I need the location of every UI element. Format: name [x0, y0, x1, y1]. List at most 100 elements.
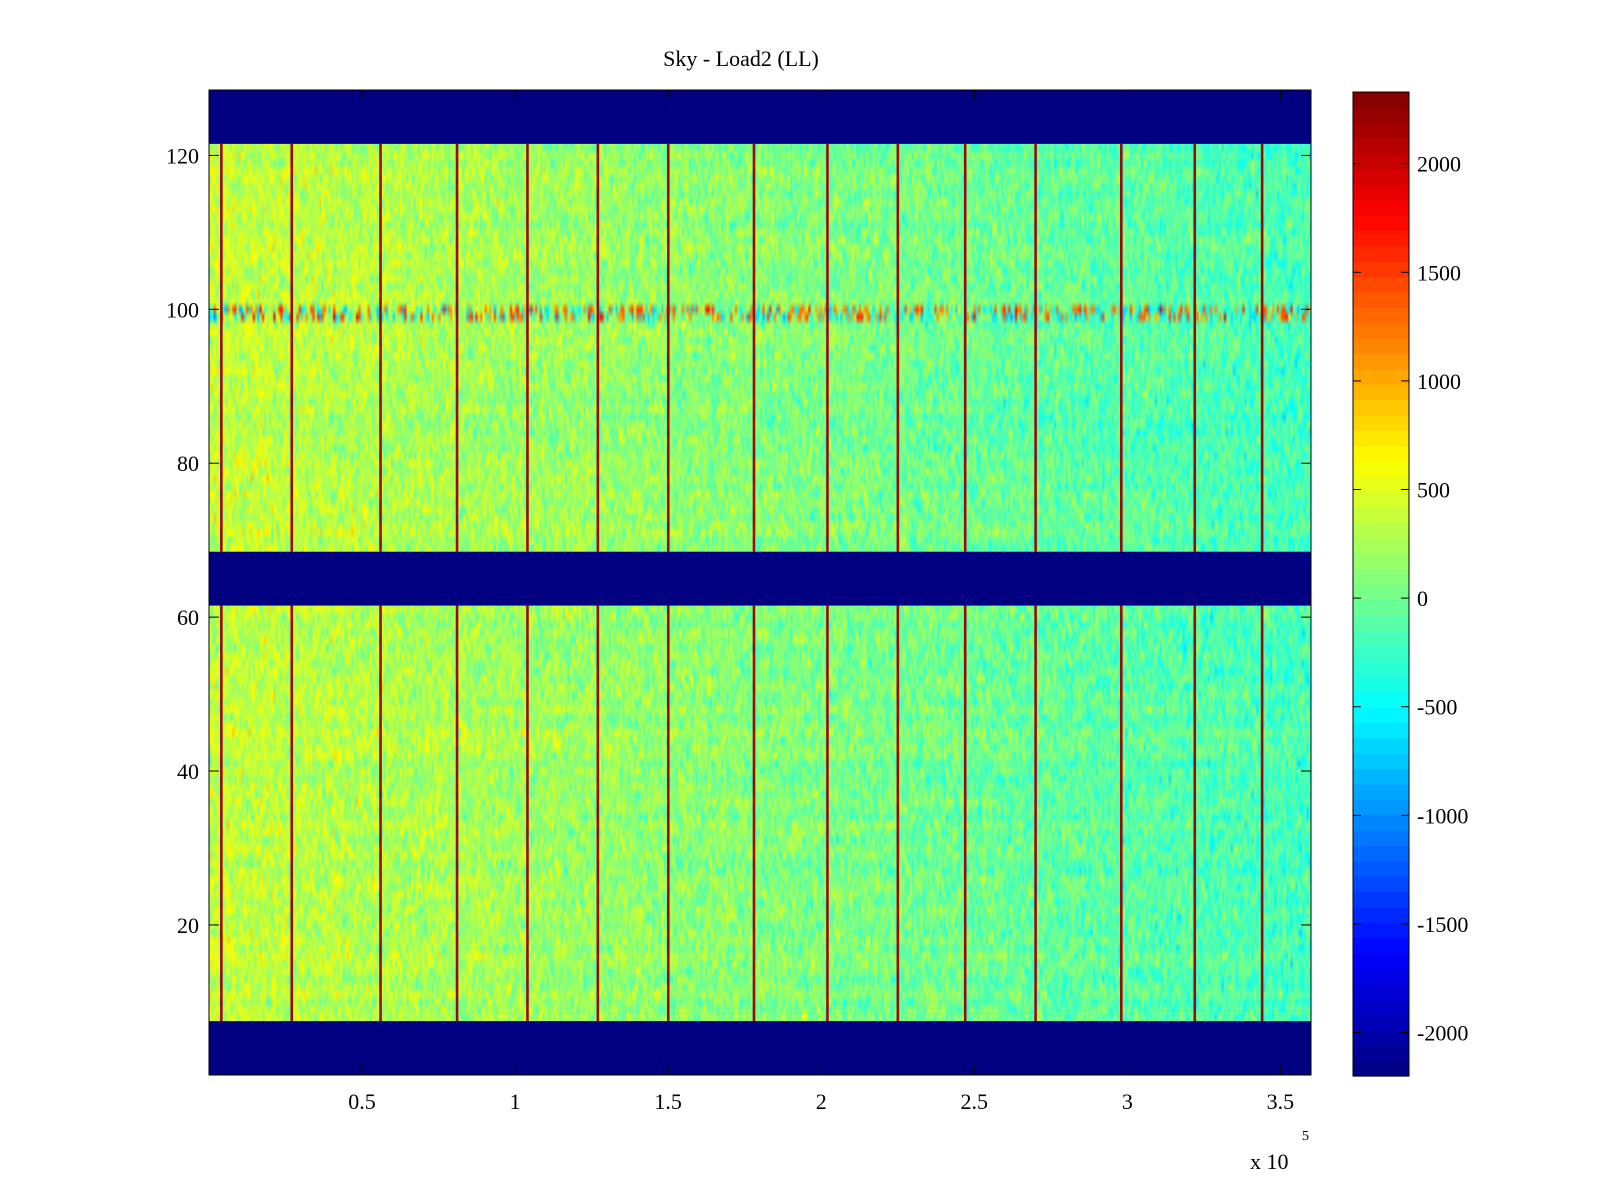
colorbar-swatch-7 — [1353, 953, 1409, 969]
spike-column-7-band-0 — [752, 605, 756, 1022]
colorbar-swatch-57 — [1353, 184, 1409, 201]
y-tick-label-5: 120 — [166, 143, 199, 168]
colorbar-swatch-30 — [1353, 599, 1409, 616]
colorbar-tick-label-6: -1000 — [1417, 803, 1468, 828]
spike-column-10-band-0 — [963, 605, 967, 1022]
x-axis-multiplier: x 10 — [1250, 1149, 1289, 1174]
spike-column-4-band-0 — [526, 605, 529, 1022]
colorbar-swatch-19 — [1353, 768, 1409, 785]
colorbar-swatch-60 — [1353, 138, 1409, 155]
colorbar-swatch-61 — [1353, 122, 1409, 139]
colorbar-tick-label-8: -2000 — [1417, 1021, 1468, 1046]
spike-column-2-band-0 — [379, 605, 382, 1022]
x-tick-label-3: 2 — [816, 1089, 827, 1114]
spike-column-1-band-0 — [290, 605, 294, 1022]
colorbar-swatch-52 — [1353, 261, 1409, 278]
colorbar-swatch-9 — [1353, 922, 1409, 939]
spike-column-0-band-1 — [220, 143, 223, 552]
colorbar-swatch-14 — [1353, 845, 1409, 862]
colorbar-swatch-41 — [1353, 430, 1409, 447]
colorbar-swatch-29 — [1353, 614, 1409, 631]
colorbar-swatch-20 — [1353, 753, 1409, 770]
colorbar-swatch-56 — [1353, 199, 1409, 216]
chart-title: Sky - Load2 (LL) — [663, 46, 819, 71]
spike-column-0-band-0 — [220, 605, 223, 1022]
colorbar-swatch-21 — [1353, 737, 1409, 754]
colorbar-swatch-11 — [1353, 891, 1409, 908]
spike-column-8-band-0 — [826, 605, 829, 1022]
colorbar-swatch-35 — [1353, 522, 1409, 539]
spike-columns — [220, 143, 1264, 1022]
spike-column-9-band-0 — [896, 605, 900, 1022]
spike-column-6-band-0 — [666, 605, 670, 1022]
colorbar-swatch-53 — [1353, 245, 1409, 262]
colorbar-swatch-51 — [1353, 276, 1409, 293]
colorbar-swatch-17 — [1353, 799, 1409, 816]
colorbar-swatch-22 — [1353, 722, 1409, 739]
colorbar-swatch-32 — [1353, 568, 1409, 585]
colorbar-swatch-33 — [1353, 553, 1409, 570]
x-tick-label-6: 3.5 — [1267, 1089, 1295, 1114]
spike-column-5-band-0 — [596, 605, 600, 1022]
colorbar-swatch-16 — [1353, 814, 1409, 831]
spike-column-1-band-1 — [290, 143, 294, 552]
colorbar-swatch-50 — [1353, 291, 1409, 308]
masked-band-1 — [209, 551, 1311, 606]
x-axis-multiplier-exponent: 5 — [1302, 1129, 1309, 1144]
colorbar-ticks: 2000 1500 1000 500 0 -500 -1000 -1500 -2000 — [1353, 152, 1468, 1046]
x-axis-ticks: 0.5 1 1.5 2 2.5 3 3.5 — [348, 90, 1294, 1114]
spike-column-3-band-0 — [455, 605, 459, 1022]
spike-column-7-band-1 — [752, 143, 756, 552]
masked-band-0 — [209, 1021, 1311, 1075]
colorbar-tick-label-5: -500 — [1417, 695, 1457, 720]
x-tick-label-1: 1 — [510, 1089, 521, 1114]
y-tick-label-3: 80 — [177, 451, 199, 476]
masked-band-2 — [209, 90, 1311, 144]
y-axis-ticks: 20 40 60 80 100 120 — [166, 143, 1311, 938]
colorbar-swatch-5 — [1353, 983, 1409, 1000]
colorbar-tick-label-4: 0 — [1417, 586, 1428, 611]
spike-column-2-band-1 — [379, 143, 382, 552]
colorbar-tick-label-0: 2000 — [1417, 152, 1461, 177]
colorbar-swatch-59 — [1353, 153, 1409, 170]
spike-column-11-band-1 — [1034, 143, 1037, 552]
colorbar-swatch-8 — [1353, 937, 1409, 954]
spike-column-5-band-1 — [596, 143, 600, 552]
spike-column-12-band-1 — [1120, 143, 1123, 552]
colorbar-swatch-40 — [1353, 445, 1409, 462]
plot-frame — [208, 89, 1312, 1076]
spike-column-12-band-0 — [1120, 605, 1123, 1022]
colorbar-tick-label-3: 500 — [1417, 478, 1450, 503]
colorbar-swatch-0 — [1353, 1060, 1409, 1077]
spike-column-13-band-0 — [1193, 605, 1197, 1022]
colorbar-swatch-62 — [1353, 107, 1409, 124]
spike-column-13-band-1 — [1193, 143, 1197, 552]
x-tick-label-2: 1.5 — [654, 1089, 682, 1114]
colorbar-frame — [1352, 91, 1410, 1077]
colorbar-swatch-24 — [1353, 691, 1409, 708]
colorbar-swatch-58 — [1353, 168, 1409, 185]
colorbar-swatch-38 — [1353, 476, 1409, 493]
colorbar-swatch-36 — [1353, 507, 1409, 524]
colorbar-swatch-55 — [1353, 215, 1409, 231]
colorbar-swatch-4 — [1353, 999, 1409, 1016]
colorbar-swatch-46 — [1353, 353, 1409, 370]
x-tick-label-4: 2.5 — [961, 1089, 989, 1114]
colorbar-swatch-45 — [1353, 368, 1409, 385]
spike-column-3-band-1 — [455, 143, 459, 552]
colorbar-swatch-49 — [1353, 307, 1409, 324]
colorbar-swatch-34 — [1353, 537, 1409, 554]
colorbar-swatch-27 — [1353, 645, 1409, 662]
y-tick-label-0: 20 — [177, 913, 199, 938]
x-tick-label-0: 0.5 — [348, 1089, 376, 1114]
colorbar-swatch-43 — [1353, 399, 1409, 416]
spike-column-14-band-0 — [1260, 605, 1264, 1022]
spike-column-6-band-1 — [666, 143, 670, 552]
colorbar-tick-label-7: -1500 — [1417, 912, 1468, 937]
colorbar-swatch-39 — [1353, 461, 1409, 477]
spike-column-14-band-1 — [1260, 143, 1264, 552]
y-tick-label-2: 60 — [177, 605, 199, 630]
colorbar-swatch-37 — [1353, 491, 1409, 508]
colorbar-swatch-28 — [1353, 630, 1409, 647]
